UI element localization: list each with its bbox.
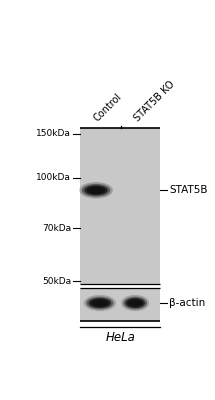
Ellipse shape bbox=[82, 184, 110, 197]
Ellipse shape bbox=[125, 298, 145, 308]
Text: β-actin: β-actin bbox=[169, 298, 206, 308]
Bar bbox=[80, 288, 160, 320]
Ellipse shape bbox=[87, 186, 105, 194]
Ellipse shape bbox=[121, 295, 149, 311]
Ellipse shape bbox=[90, 188, 102, 193]
Text: 70kDa: 70kDa bbox=[42, 224, 71, 233]
Text: HeLa: HeLa bbox=[105, 331, 135, 344]
Ellipse shape bbox=[127, 299, 143, 307]
Ellipse shape bbox=[84, 185, 108, 195]
Ellipse shape bbox=[89, 298, 111, 308]
Ellipse shape bbox=[84, 295, 116, 311]
Text: 50kDa: 50kDa bbox=[42, 277, 71, 286]
Text: 100kDa: 100kDa bbox=[36, 174, 71, 182]
Ellipse shape bbox=[79, 182, 113, 198]
Text: STAT5B: STAT5B bbox=[169, 185, 208, 195]
Ellipse shape bbox=[130, 301, 140, 305]
Ellipse shape bbox=[91, 299, 109, 307]
Ellipse shape bbox=[94, 301, 106, 305]
Text: STAT5B KO: STAT5B KO bbox=[132, 79, 176, 124]
Text: Control: Control bbox=[92, 92, 124, 124]
Ellipse shape bbox=[86, 296, 114, 310]
Text: 150kDa: 150kDa bbox=[36, 129, 71, 138]
Ellipse shape bbox=[123, 296, 147, 310]
Bar bbox=[80, 128, 160, 284]
